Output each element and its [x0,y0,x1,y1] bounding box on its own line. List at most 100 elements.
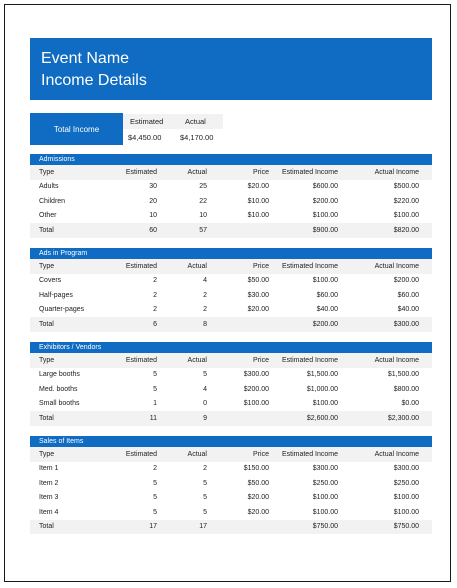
cell-ai: $820.00 [393,226,419,234]
cell-est: 2 [153,277,157,284]
cell-ai: $2,300.00 [387,414,419,422]
cell-act: 25 [199,183,207,190]
table-row: Item 1 2 2 $150.00 $300.00 $300.00 [30,462,432,477]
cell-price: $10.00 [247,197,269,205]
cell-ei: $200.00 [312,197,338,205]
total-row: Total 60 57 $900.00 $820.00 [30,223,432,238]
income-section: Exhibitors / Vendors Type Estimated Actual P… [30,342,432,426]
cell-type: Med. booths [39,385,78,393]
cell-act: 22 [199,197,207,205]
cell-type: Covers [39,277,62,284]
cell-ei: $300.00 [312,465,338,472]
total-actual-value: $4,170.00 [180,133,214,142]
cell-ei: $100.00 [312,494,338,501]
section-title: Sales of Items [30,436,432,447]
cell-type: Type [39,450,55,458]
cell-ai: $0.00 [401,400,419,407]
total-actual-header: Actual [185,117,206,126]
cell-ai: $60.00 [397,291,419,299]
cell-type: Half-pages [39,291,73,299]
cell-type: Total [39,523,54,530]
cell-type: Large booths [39,371,80,378]
cell-est: 11 [149,414,157,422]
table-row: Item 2 5 5 $50.00 $250.00 $250.00 [30,476,432,491]
cell-ei: $600.00 [312,183,338,190]
column-header-row: Type Estimated Actual Price Estimated Income… [30,165,432,180]
cell-est: 2 [153,465,157,472]
cell-type: Other [39,212,57,219]
cell-act: 0 [203,400,207,407]
cell-ai: $800.00 [393,385,419,393]
table-row: Quarter-pages 2 2 $20.00 $40.00 $40.00 [30,303,432,318]
section-title: Ads in Program [30,248,432,259]
table-row: Small booths 1 0 $100.00 $100.00 $0.00 [30,397,432,412]
cell-ai: $100.00 [393,508,419,516]
cell-act: 8 [203,320,207,328]
cell-ai: $40.00 [397,306,419,313]
cell-ei: Estimated Income [281,356,338,364]
cell-act: 5 [203,494,207,501]
total-income-values: $4,450.00 $4,170.00 [123,130,223,143]
cell-type: Total [39,414,54,422]
table-row: Med. booths 5 4 $200.00 $1,000.00 $800.00 [30,382,432,397]
title-banner: Event Name Income Details [30,38,432,100]
total-income-header: Estimated Actual [123,114,223,129]
table-row: Item 4 5 5 $20.00 $100.00 $100.00 [30,505,432,520]
total-income-label: Total Income [30,113,123,145]
cell-est: 5 [153,508,157,516]
cell-ai: Actual Income [374,168,419,176]
page-title: Income Details [41,72,147,89]
cell-est: 5 [153,494,157,501]
cell-type: Quarter-pages [39,306,85,313]
cell-ei: $40.00 [316,306,338,313]
cell-price: $100.00 [243,400,269,407]
cell-ei: $2,600.00 [306,414,338,422]
cell-price: $50.00 [247,479,269,487]
total-row: Total 11 9 $2,600.00 $2,300.00 [30,411,432,426]
table-row: Large booths 5 5 $300.00 $1,500.00 $1,500.00 [30,368,432,383]
cell-type: Item 4 [39,508,59,516]
section-title: Exhibitors / Vendors [30,342,432,353]
column-header-row: Type Estimated Actual Price Estimated Income… [30,259,432,274]
cell-ei: $100.00 [312,277,338,284]
total-row: Total 17 17 $750.00 $750.00 [30,519,432,534]
cell-type: Small booths [39,400,80,407]
event-name: Event Name [41,50,130,67]
cell-act: 4 [203,385,207,393]
total-estimated-value: $4,450.00 [128,133,162,142]
cell-ai: Actual Income [374,450,419,458]
total-row: Total 6 8 $200.00 $300.00 [30,317,432,332]
cell-act: 5 [203,508,207,516]
cell-type: Children [39,197,66,205]
cell-act: 2 [203,306,207,313]
cell-est: Estimated [125,168,157,176]
cell-ei: Estimated Income [281,450,338,458]
cell-ei: $100.00 [312,400,338,407]
section-title: Admissions [30,154,432,165]
cell-ai: $300.00 [393,465,419,472]
cell-type: Item 2 [39,479,59,487]
cell-ei: Estimated Income [281,168,338,176]
cell-act: Actual [187,168,207,176]
cell-act: 2 [203,465,207,472]
cell-act: Actual [187,356,207,364]
cell-type: Item 3 [39,494,59,501]
cell-type: Type [39,356,55,364]
cell-ai: $100.00 [393,212,419,219]
cell-est: 10 [149,212,157,219]
cell-ei: $100.00 [312,508,338,516]
cell-ai: $100.00 [393,494,419,501]
cell-ai: $220.00 [393,197,419,205]
table-row: Other 10 10 $10.00 $100.00 $100.00 [30,209,432,224]
cell-act: 9 [203,414,207,422]
total-estimated-header: Estimated [130,117,164,126]
cell-price: $200.00 [243,385,269,393]
cell-est: 60 [149,226,157,234]
income-section: Ads in Program Type Estimated Actual Price Es… [30,248,432,332]
cell-est: 20 [149,197,157,205]
table-row: Item 3 5 5 $20.00 $100.00 $100.00 [30,491,432,506]
table-row: Adults 30 25 $20.00 $600.00 $500.00 [30,180,432,195]
cell-ei: $100.00 [312,212,338,219]
cell-act: 5 [203,371,207,378]
cell-est: 1 [153,400,157,407]
